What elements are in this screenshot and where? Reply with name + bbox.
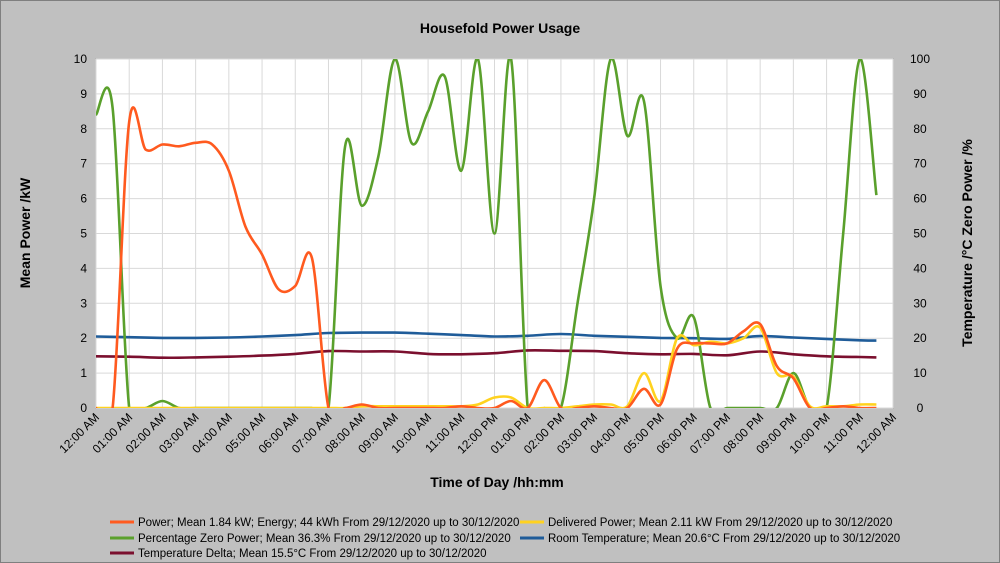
y-axis-ticks: 0 1 2 3 4 5 6 7 8 9 10 <box>74 52 88 415</box>
series-line-1 <box>96 325 877 408</box>
y-tick-label: 0 <box>80 401 87 415</box>
series-line-0 <box>96 106 877 408</box>
y-tick-label: 5 <box>80 227 87 241</box>
legend-entry: Delivered Power; Mean 2.11 kW From 29/12… <box>548 517 892 529</box>
y2-axis-title: Temperature /°C Zero Power /% <box>959 139 975 347</box>
y2-tick-label: 70 <box>913 157 927 171</box>
y-tick-label: 4 <box>80 261 87 275</box>
y-tick-label: 7 <box>80 157 87 171</box>
series-line-4 <box>96 348 877 360</box>
y-tick-label: 8 <box>80 122 87 136</box>
y-tick-label: 3 <box>80 296 87 310</box>
y2-tick-label: 30 <box>913 296 927 310</box>
y-tick-label: 10 <box>74 52 88 66</box>
series-line-2 <box>96 59 878 408</box>
legend-entry: Temperature Delta; Mean 15.5°C From 29/1… <box>138 548 487 560</box>
y-tick-label: 1 <box>80 366 87 380</box>
series-layer <box>96 59 878 408</box>
y2-tick-label: 90 <box>913 87 927 101</box>
y2-tick-label: 60 <box>913 192 927 206</box>
x-axis-title: Time of Day /hh:mm <box>430 474 564 490</box>
y2-tick-label: 100 <box>910 52 930 66</box>
y-tick-label: 2 <box>80 331 87 345</box>
y2-axis-ticks: 0 10 20 30 40 50 60 70 80 90 100 <box>910 52 930 415</box>
y2-tick-label: 40 <box>913 261 927 275</box>
chart-title: Housefold Power Usage <box>420 20 580 36</box>
y2-tick-label: 50 <box>913 227 927 241</box>
gridlines <box>95 58 894 409</box>
y2-tick-label: 10 <box>913 366 927 380</box>
y2-tick-label: 20 <box>913 331 927 345</box>
y-tick-label: 9 <box>80 87 87 101</box>
legend: Power; Mean 1.84 kW; Energy; 44 kWh From… <box>110 517 900 560</box>
y-axis-title: Mean Power /kW <box>17 177 33 288</box>
legend-entry: Percentage Zero Power; Mean 36.3% From 2… <box>138 533 511 545</box>
series-line-3 <box>96 331 877 342</box>
legend-entry: Room Temperature; Mean 20.6°C From 29/12… <box>548 533 900 545</box>
y2-tick-label: 0 <box>917 401 924 415</box>
legend-entry: Power; Mean 1.84 kW; Energy; 44 kWh From… <box>138 517 519 529</box>
y2-tick-label: 80 <box>913 122 927 136</box>
y-tick-label: 6 <box>80 192 87 206</box>
